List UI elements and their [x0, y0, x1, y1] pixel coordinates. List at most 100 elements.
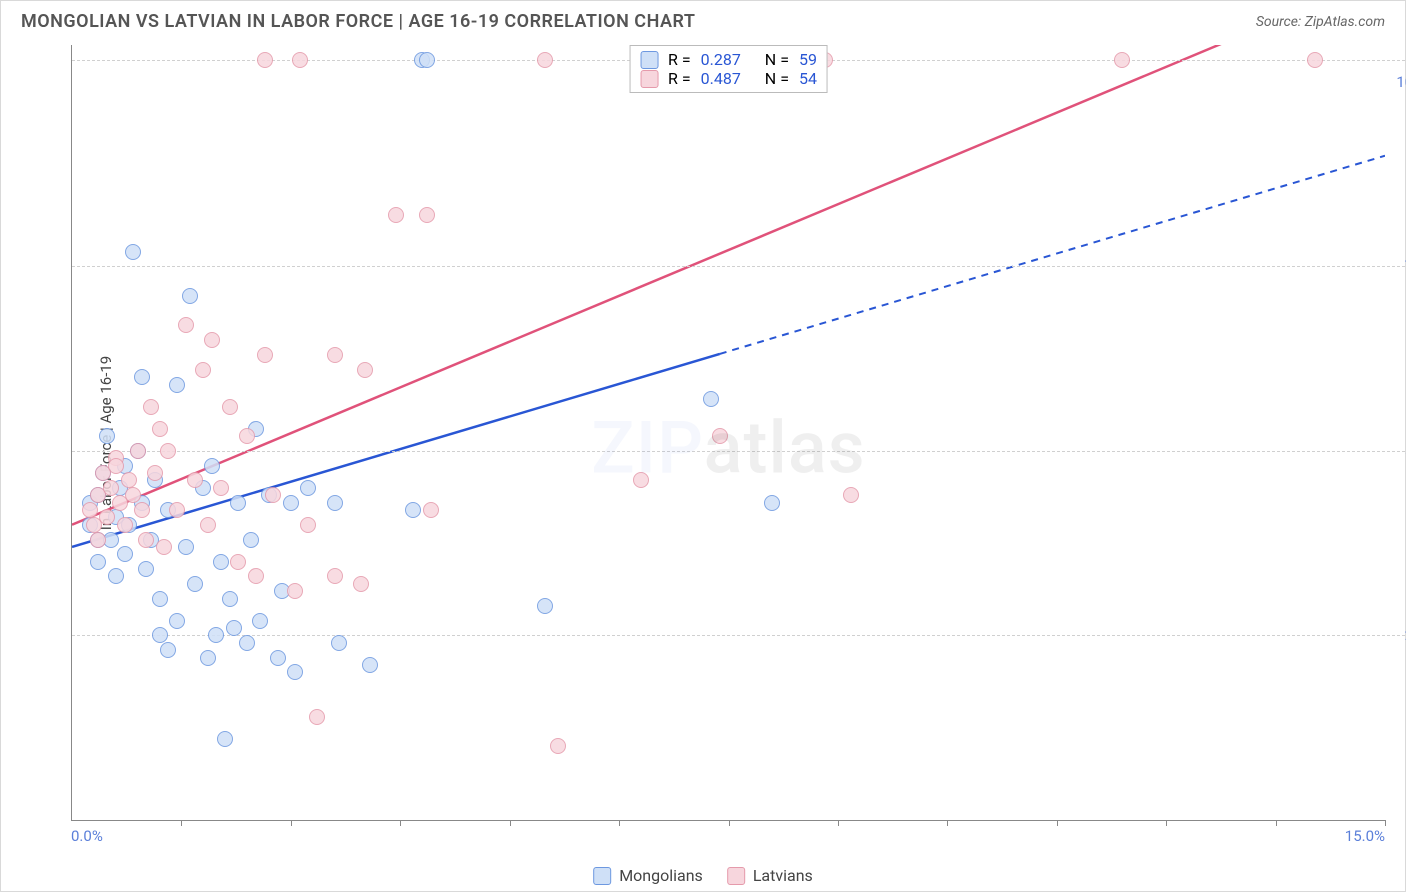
data-point-latvians [423, 502, 439, 518]
data-point-mongolians [405, 502, 421, 518]
legend-label-latvians: Latvians [753, 866, 813, 885]
data-point-latvians [353, 576, 369, 592]
data-point-latvians [160, 443, 176, 459]
data-point-mongolians [182, 288, 198, 304]
data-point-latvians [257, 52, 273, 68]
data-point-mongolians [208, 627, 224, 643]
data-point-latvians [117, 517, 133, 533]
data-point-mongolians [204, 458, 220, 474]
data-point-latvians [230, 554, 246, 570]
n-label: N = [765, 69, 789, 88]
x-tick [400, 820, 401, 826]
n-value-mongolians: 59 [799, 50, 817, 69]
x-tick [181, 820, 182, 826]
trend-lines [72, 45, 1385, 820]
data-point-latvians [248, 568, 264, 584]
data-point-latvians [1114, 52, 1130, 68]
data-point-latvians [156, 539, 172, 555]
legend-item-latvians: Latvians [727, 866, 813, 885]
data-point-mongolians [125, 244, 141, 260]
data-point-mongolians [178, 539, 194, 555]
swatch-mongolians [640, 51, 658, 69]
swatch-mongolians-icon [593, 867, 611, 885]
data-point-mongolians [222, 591, 238, 607]
data-point-mongolians [99, 428, 115, 444]
x-tick [1166, 820, 1167, 826]
data-point-latvians [134, 502, 150, 518]
x-tick [838, 820, 839, 826]
header: MONGOLIAN VS LATVIAN IN LABOR FORCE | AG… [1, 1, 1405, 32]
stats-row-latvians: R = 0.487 N = 54 [640, 69, 817, 88]
stats-legend: R = 0.287 N = 59 R = 0.487 N = 54 [629, 45, 828, 93]
data-point-latvians [357, 362, 373, 378]
trend-line-dashed-mongolians [720, 156, 1385, 354]
data-point-mongolians [226, 620, 242, 636]
data-point-latvians [327, 347, 343, 363]
r-value-latvians: 0.487 [701, 69, 741, 88]
data-point-latvians [82, 502, 98, 518]
data-point-latvians [843, 487, 859, 503]
data-point-mongolians [160, 642, 176, 658]
data-point-mongolians [187, 576, 203, 592]
gridline [72, 635, 1406, 636]
data-point-latvians [287, 583, 303, 599]
data-point-mongolians [419, 52, 435, 68]
data-point-mongolians [90, 554, 106, 570]
data-point-latvians [147, 465, 163, 481]
data-point-latvians [712, 428, 728, 444]
source-label: Source: ZipAtlas.com [1256, 14, 1385, 30]
data-point-latvians [327, 568, 343, 584]
x-tick [1385, 820, 1386, 826]
data-point-mongolians [283, 495, 299, 511]
data-point-mongolians [327, 495, 343, 511]
data-point-mongolians [217, 731, 233, 747]
data-point-mongolians [270, 650, 286, 666]
data-point-latvians [550, 738, 566, 754]
data-point-mongolians [537, 598, 553, 614]
x-tick [947, 820, 948, 826]
data-point-mongolians [117, 546, 133, 562]
watermark-atlas: atlas [704, 406, 866, 491]
series-legend: Mongolians Latvians [593, 866, 813, 885]
swatch-latvians [640, 70, 658, 88]
data-point-latvians [222, 399, 238, 415]
legend-item-mongolians: Mongolians [593, 866, 703, 885]
data-point-latvians [1307, 52, 1323, 68]
x-tick [619, 820, 620, 826]
data-point-latvians [388, 207, 404, 223]
chart-container: MONGOLIAN VS LATVIAN IN LABOR FORCE | AG… [0, 0, 1406, 892]
data-point-mongolians [152, 591, 168, 607]
data-point-latvians [130, 443, 146, 459]
data-point-mongolians [287, 664, 303, 680]
data-point-latvians [309, 709, 325, 725]
data-point-mongolians [213, 554, 229, 570]
x-axis-min-label: 0.0% [71, 827, 103, 845]
data-point-mongolians [764, 495, 780, 511]
chart-title: MONGOLIAN VS LATVIAN IN LABOR FORCE | AG… [21, 11, 695, 32]
n-label: N = [765, 50, 789, 69]
n-value-latvians: 54 [799, 69, 817, 88]
x-tick [510, 820, 511, 826]
data-point-mongolians [134, 369, 150, 385]
data-point-mongolians [152, 627, 168, 643]
data-point-latvians [195, 362, 211, 378]
r-label: R = [668, 50, 691, 69]
swatch-latvians-icon [727, 867, 745, 885]
data-point-latvians [99, 509, 115, 525]
data-point-latvians [169, 502, 185, 518]
data-point-latvians [633, 472, 649, 488]
data-point-mongolians [108, 568, 124, 584]
data-point-latvians [204, 332, 220, 348]
x-tick [1276, 820, 1277, 826]
data-point-mongolians [239, 635, 255, 651]
data-point-latvians [537, 52, 553, 68]
trend-line-latvians [72, 45, 1254, 525]
data-point-latvians [239, 428, 255, 444]
data-point-mongolians [200, 650, 216, 666]
data-point-latvians [125, 487, 141, 503]
x-tick [291, 820, 292, 826]
data-point-mongolians [362, 657, 378, 673]
data-point-latvians [187, 472, 203, 488]
y-tick-label: 100.0% [1396, 73, 1406, 91]
gridline [72, 266, 1406, 267]
